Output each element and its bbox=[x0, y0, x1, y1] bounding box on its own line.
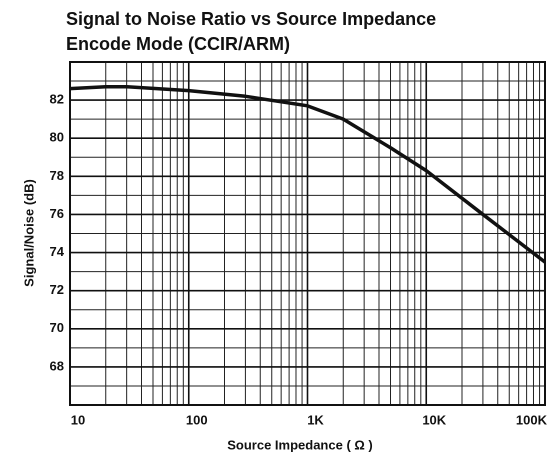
y-tick-label: 72 bbox=[50, 282, 64, 297]
x-tick-label: 10 bbox=[71, 412, 85, 427]
x-tick-label: 100K bbox=[516, 412, 547, 427]
x-tick-label: 1K bbox=[307, 412, 324, 427]
plot-frame bbox=[69, 61, 546, 406]
y-tick-label: 80 bbox=[50, 130, 64, 145]
y-tick-label: 78 bbox=[50, 168, 64, 183]
x-tick-label: 10K bbox=[422, 412, 446, 427]
y-tick-label: 70 bbox=[50, 320, 64, 335]
data-line bbox=[69, 85, 547, 264]
x-axis-label: Source Impedance ( Ω ) bbox=[227, 437, 373, 452]
y-tick-label: 82 bbox=[50, 92, 64, 107]
chart-subtitle: Encode Mode (CCIR/ARM) bbox=[66, 34, 290, 54]
y-tick-label: 76 bbox=[50, 206, 64, 221]
y-axis-label: Signal/Noise (dB) bbox=[21, 179, 36, 287]
x-tick-label: 100 bbox=[186, 412, 208, 427]
y-tick-label: 74 bbox=[50, 244, 65, 259]
chart-title: Signal to Noise Ratio vs Source Impedanc… bbox=[66, 9, 436, 29]
y-tick-label: 68 bbox=[50, 358, 64, 373]
